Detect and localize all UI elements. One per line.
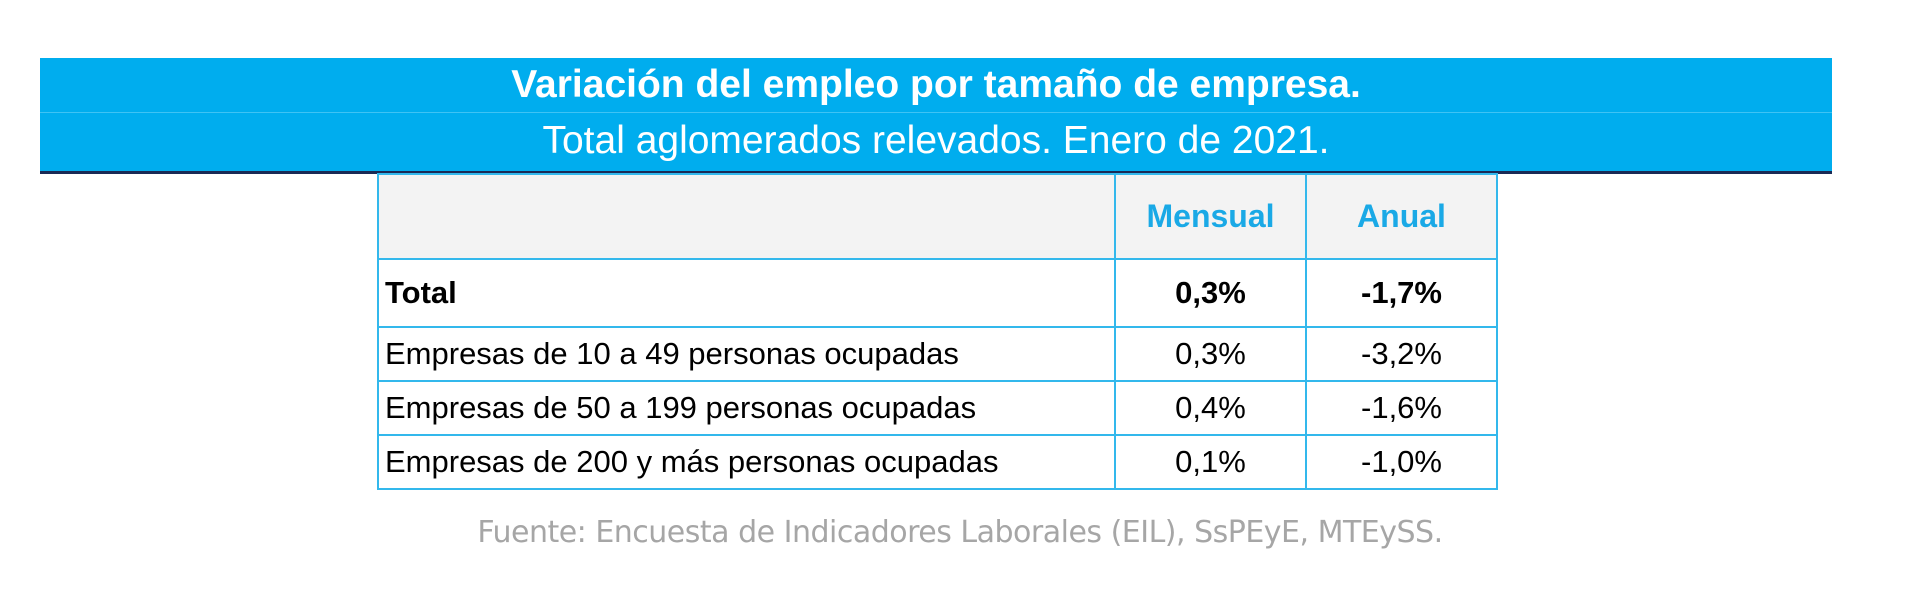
row-label: Empresas de 200 y más personas ocupadas bbox=[377, 434, 1116, 490]
header-mensual: Mensual bbox=[1114, 173, 1307, 260]
page-title: Variación del empleo por tamaño de empre… bbox=[511, 63, 1361, 106]
page-subtitle: Total aglomerados relevados. Enero de 20… bbox=[542, 119, 1330, 162]
source-note: Fuente: Encuesta de Indicadores Laborale… bbox=[477, 515, 1443, 550]
title-banner: Variación del empleo por tamaño de empre… bbox=[40, 58, 1832, 174]
table-row: Empresas de 50 a 199 personas ocupadas 0… bbox=[377, 380, 1498, 436]
anual-value: -1,7% bbox=[1305, 258, 1498, 328]
mensual-value: 0,3% bbox=[1114, 326, 1307, 382]
header-anual: Anual bbox=[1305, 173, 1498, 260]
anual-value: -1,6% bbox=[1305, 380, 1498, 436]
table-row: Empresas de 10 a 49 personas ocupadas 0,… bbox=[377, 326, 1498, 382]
row-label: Empresas de 50 a 199 personas ocupadas bbox=[377, 380, 1116, 436]
table-row-total: Total 0,3% -1,7% bbox=[377, 258, 1498, 328]
employment-table: Mensual Anual Total 0,3% -1,7% Empresas … bbox=[377, 173, 1498, 490]
table-header-row: Mensual Anual bbox=[377, 173, 1498, 260]
table-row: Empresas de 200 y más personas ocupadas … bbox=[377, 434, 1498, 490]
anual-value: -3,2% bbox=[1305, 326, 1498, 382]
mensual-value: 0,1% bbox=[1114, 434, 1307, 490]
mensual-value: 0,4% bbox=[1114, 380, 1307, 436]
mensual-value: 0,3% bbox=[1114, 258, 1307, 328]
row-label: Empresas de 10 a 49 personas ocupadas bbox=[377, 326, 1116, 382]
header-empty-cell bbox=[377, 173, 1116, 260]
row-label: Total bbox=[377, 258, 1116, 328]
banner-divider bbox=[40, 112, 1832, 113]
anual-value: -1,0% bbox=[1305, 434, 1498, 490]
